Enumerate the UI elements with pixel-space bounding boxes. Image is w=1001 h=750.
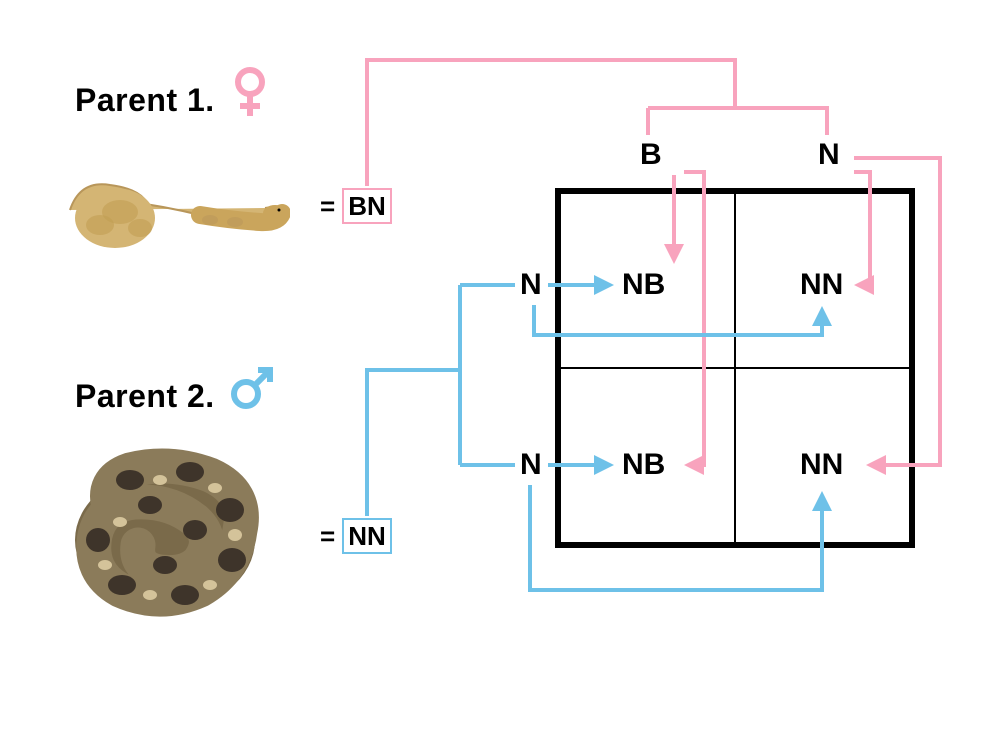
punnett-row-header-1: N [520,268,542,302]
punnett-row-header-2: N [520,448,542,482]
parent1-genotype-box: BN [342,188,392,224]
punnett-cell-00: NB [622,268,665,302]
equals-1: = [320,191,335,222]
equals-2: = [320,521,335,552]
parent1-snake-image [60,140,290,275]
punnett-square [555,188,915,548]
punnett-cell-10: NB [622,448,665,482]
punnett-cell-01: NN [800,268,843,302]
punnett-cell-11: NN [800,448,843,482]
female-icon [228,66,272,127]
parent1-label: Parent 1. [75,82,215,119]
punnett-col-header-2: N [818,138,840,172]
punnett-col-header-1: B [640,138,662,172]
parent2-genotype-box: NN [342,518,392,554]
parent2-snake-image [60,430,270,620]
parent2-label: Parent 2. [75,378,215,415]
male-icon [228,362,278,417]
